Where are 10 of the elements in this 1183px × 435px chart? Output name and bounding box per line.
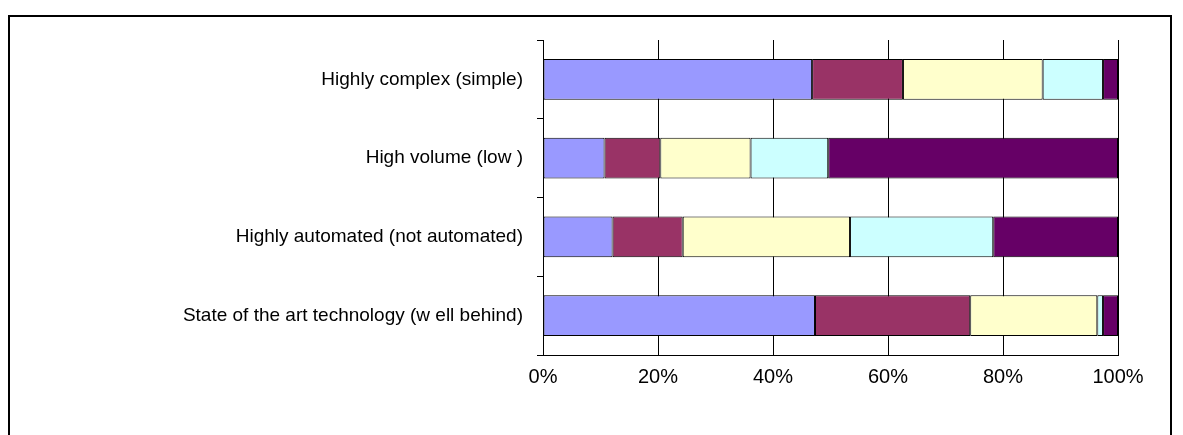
x-tick-label: 80%: [982, 364, 1024, 387]
y-tick-label: Highly automated (not automated): [235, 225, 523, 247]
x-tick-label: 20%: [637, 364, 679, 387]
y-tick-label: State of the art technology (w ell behind): [182, 303, 523, 325]
x-tick-label: 60%: [867, 364, 909, 387]
y-tick-label: High volume (low ): [365, 146, 523, 168]
y-tick-label: Highly complex (simple): [321, 67, 523, 89]
x-tick-label: 40%: [752, 364, 794, 387]
x-tick-label: 100%: [1092, 364, 1144, 387]
x-tick-label: 0%: [528, 364, 558, 387]
